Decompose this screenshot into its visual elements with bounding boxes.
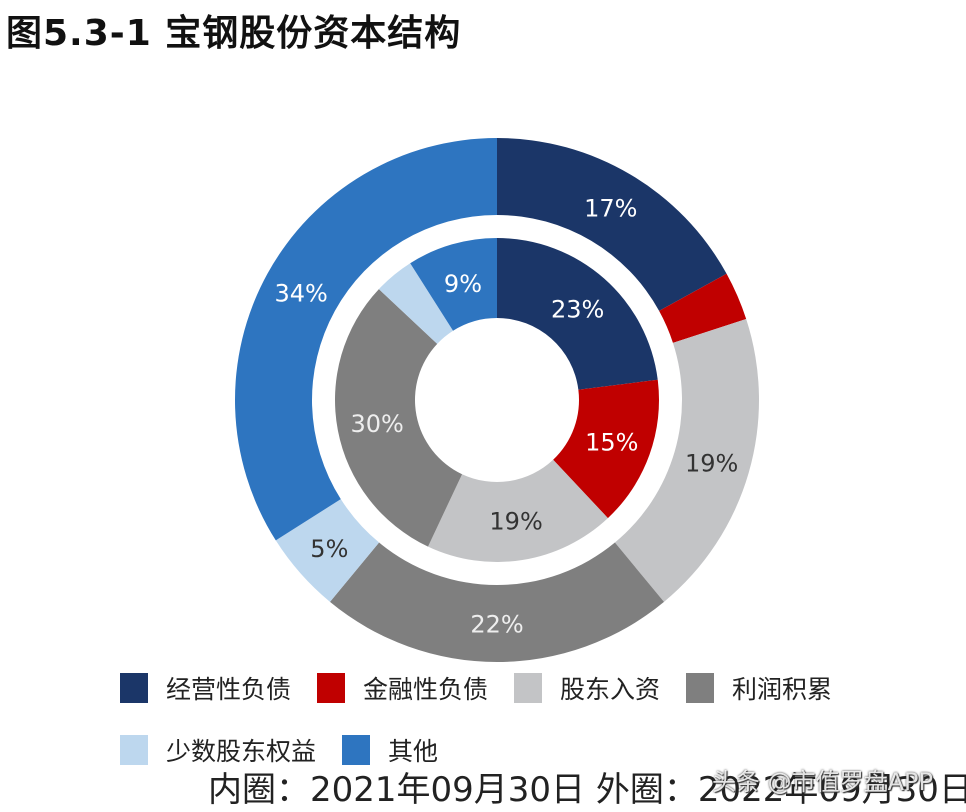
data-label: 9% xyxy=(444,270,482,298)
legend-item-operating-liabilities: 经营性负债 xyxy=(120,670,291,706)
legend-label: 经营性负债 xyxy=(166,675,292,704)
donut-segment-inner-4 xyxy=(378,263,454,344)
data-label: 15% xyxy=(585,428,638,456)
donut-segment-outer-1 xyxy=(659,273,747,343)
legend-swatch xyxy=(120,673,148,703)
legend-item-retained-earnings: 利润积累 xyxy=(686,670,832,706)
legend-item-financial-liabilities: 金融性负债 xyxy=(317,670,488,706)
legend-swatch xyxy=(686,673,715,703)
donut-segment-outer-2 xyxy=(614,319,759,602)
data-label: 19% xyxy=(685,449,738,477)
legend-item-minority-interest: 少数股东权益 xyxy=(120,732,316,768)
donut-segment-outer-3 xyxy=(329,542,665,662)
inner-ring-2021 xyxy=(334,238,659,562)
legend-label: 其他 xyxy=(388,737,439,766)
ring-date-footnote: 内圈：2021年09月30日 外圈：2022年09月30日 xyxy=(208,770,966,810)
legend-swatch xyxy=(317,673,346,703)
legend-label: 金融性负债 xyxy=(363,675,489,704)
donut-segment-inner-5 xyxy=(410,238,497,331)
data-label: 34% xyxy=(274,279,327,307)
legend-label: 利润积累 xyxy=(732,675,833,704)
legend-item-other: 其他 xyxy=(342,732,438,768)
data-label: 5% xyxy=(310,535,348,563)
data-label: 30% xyxy=(350,410,403,438)
donut-segment-outer-0 xyxy=(497,138,727,311)
legend: 经营性负债 金融性负债 股东入资 利润积累 少数股东权益 其他 xyxy=(120,668,900,792)
donut-segment-outer-5 xyxy=(235,138,497,541)
legend-label: 少数股东权益 xyxy=(166,737,317,766)
donut-segment-inner-2 xyxy=(428,459,608,562)
data-label: 23% xyxy=(551,295,604,323)
outer-ring-2022 xyxy=(235,138,759,662)
legend-row-2: 少数股东权益 其他 xyxy=(120,730,900,770)
legend-row-1: 经营性负债 金融性负债 股东入资 利润积累 xyxy=(120,668,900,708)
donut-segment-inner-3 xyxy=(334,289,463,547)
data-label: 22% xyxy=(470,611,523,639)
donut-segment-outer-4 xyxy=(275,499,380,602)
data-label: 17% xyxy=(584,195,637,223)
chart-title: 图5.3-1 宝钢股份资本结构 xyxy=(6,13,462,54)
watermark: 头条 @市值罗盘APP xyxy=(712,768,933,796)
donut-segment-inner-0 xyxy=(497,238,658,390)
legend-swatch xyxy=(342,735,371,765)
donut-segment-inner-1 xyxy=(553,379,659,519)
data-labels: 23% 15% 19% 30% 9% 17% 19% 22% 5% 34% xyxy=(274,195,738,639)
data-label: 19% xyxy=(489,507,542,535)
legend-swatch xyxy=(514,673,543,703)
legend-swatch xyxy=(120,735,148,765)
legend-label: 股东入资 xyxy=(560,675,661,704)
legend-item-shareholder-capital: 股东入资 xyxy=(514,670,660,706)
